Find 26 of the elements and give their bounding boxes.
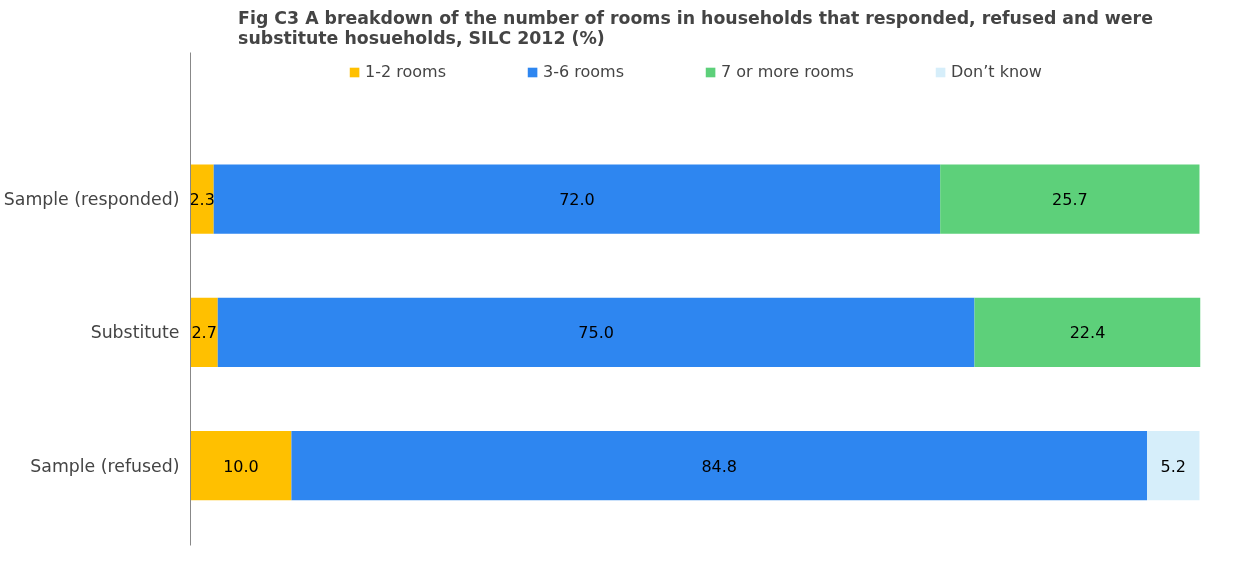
data-label: 72.0 xyxy=(559,190,595,210)
bar xyxy=(190,297,218,367)
data-label: 5.2 xyxy=(1160,456,1186,476)
bar xyxy=(974,297,1201,367)
legend-label: 7 or more rooms xyxy=(720,62,854,81)
data-label: 84.8 xyxy=(701,456,738,476)
y-tick-label: Sample (responded) xyxy=(3,189,180,210)
bar xyxy=(1147,430,1200,501)
chart-title: Fig C3 A breakdown of the number of rooms in households that responded, refused and were substitute hosueholds, SILC 2012 (%) xyxy=(238,7,1153,48)
bar xyxy=(190,430,292,501)
y-tick-label: Substitute xyxy=(90,322,180,343)
legend-label: 1-2 rooms xyxy=(365,62,447,81)
bar xyxy=(217,297,975,367)
bar xyxy=(213,164,941,234)
data-label: 25.7 xyxy=(1052,190,1088,210)
bar xyxy=(291,430,1148,501)
data-label: 75.0 xyxy=(578,323,614,343)
y-tick-label: Sample (refused) xyxy=(30,455,180,476)
data-label: 2.7 xyxy=(191,323,217,343)
bar xyxy=(190,164,214,234)
data-label: 2.3 xyxy=(189,190,215,210)
bar xyxy=(940,164,1200,234)
legend-label: 3-6 rooms xyxy=(543,62,624,81)
legend-label: Don’t know xyxy=(950,62,1042,81)
data-label: 10.0 xyxy=(223,456,259,476)
data-label: 22.4 xyxy=(1069,323,1106,343)
